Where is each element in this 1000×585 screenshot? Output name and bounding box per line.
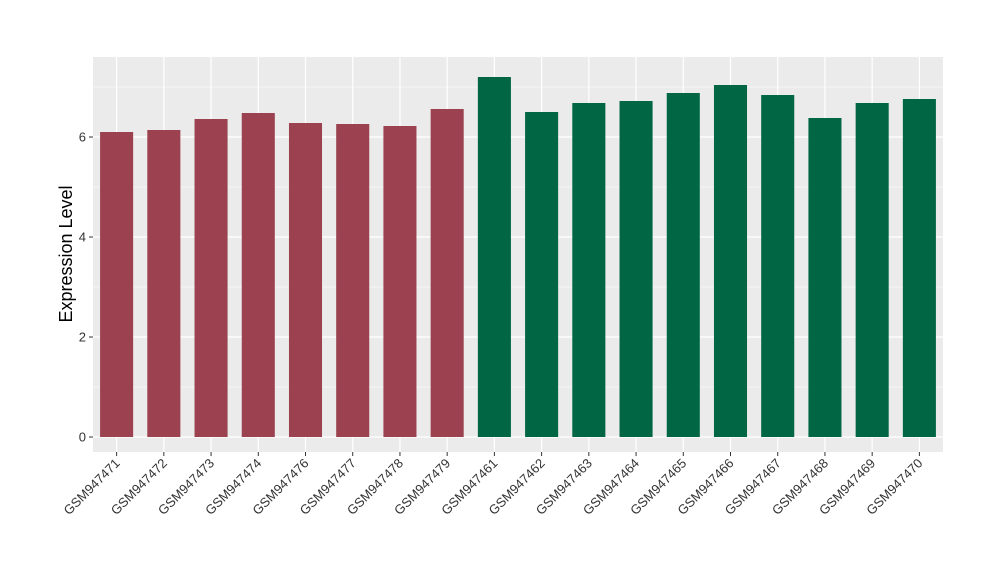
bar [477, 77, 511, 437]
bar [147, 130, 181, 437]
bar [713, 85, 748, 437]
x-axis: GSM947471GSM947472GSM947473GSM947474GSM9… [61, 452, 926, 518]
y-tick-label: 0 [79, 430, 86, 445]
bar [288, 123, 323, 437]
bar [902, 99, 936, 437]
y-tick-label: 2 [79, 330, 86, 345]
y-tick-label: 6 [79, 130, 86, 145]
bar [855, 103, 889, 437]
bar [666, 93, 700, 437]
bar [241, 113, 275, 437]
y-axis: 0 2 4 6 [79, 130, 93, 445]
bar [808, 118, 842, 437]
bar [383, 126, 417, 437]
grid-minor [93, 86, 943, 388]
bar [336, 124, 370, 437]
plot-panel [93, 57, 943, 452]
bar [100, 132, 134, 437]
bar [525, 112, 559, 437]
bar [761, 95, 795, 437]
bars [100, 77, 936, 437]
bar [572, 103, 606, 437]
bar [619, 101, 653, 437]
bar [430, 109, 464, 437]
y-tick-label: 4 [79, 230, 86, 245]
y-axis-label: Expression Level [56, 185, 76, 322]
bar [194, 119, 228, 437]
